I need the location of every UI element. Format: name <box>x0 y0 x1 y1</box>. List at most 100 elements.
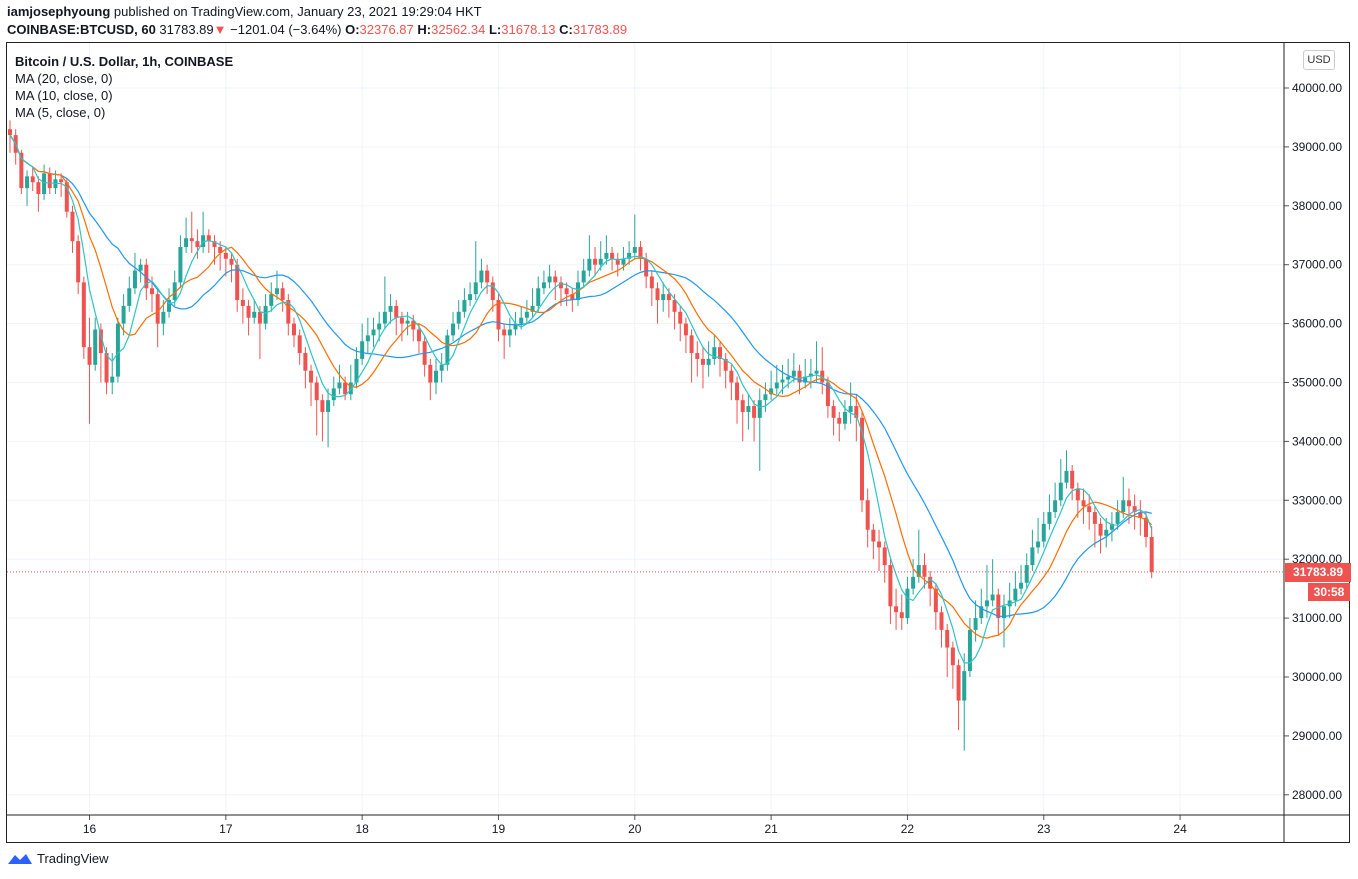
candle-body <box>627 252 632 259</box>
candle <box>825 376 830 418</box>
candle <box>774 364 779 395</box>
candle-body <box>774 382 779 389</box>
candle-body <box>1121 500 1126 513</box>
candle <box>860 411 864 513</box>
candle <box>689 329 694 383</box>
candle <box>820 347 825 395</box>
candle-body <box>127 288 132 306</box>
candle-body <box>644 258 649 277</box>
candle <box>263 294 268 330</box>
candle-body <box>519 317 524 324</box>
candle-body <box>780 379 785 383</box>
candle-body <box>700 358 705 365</box>
candle-body <box>1087 506 1092 513</box>
candle <box>76 235 81 295</box>
candle <box>1104 517 1109 548</box>
candle <box>899 594 904 630</box>
candle-body <box>115 323 120 377</box>
candle <box>479 258 484 289</box>
candle-body <box>354 358 359 383</box>
candle-body <box>1144 517 1148 538</box>
candle-body <box>343 382 348 395</box>
candle-body <box>246 305 251 318</box>
candle <box>905 576 910 624</box>
candle <box>729 364 734 401</box>
candle-body <box>314 382 319 401</box>
candle <box>360 323 365 365</box>
candle-body <box>25 176 30 189</box>
candle-body <box>1013 588 1018 601</box>
candle <box>1041 512 1046 548</box>
candle-body <box>939 612 944 630</box>
candle-body <box>848 406 853 412</box>
candle-body <box>371 329 376 336</box>
candle-body <box>661 294 666 301</box>
candle-body <box>581 270 586 283</box>
candle-body <box>678 311 683 324</box>
footer: TradingView <box>7 851 109 866</box>
candle-body <box>496 300 501 330</box>
candle-body <box>1098 523 1103 536</box>
candle <box>649 270 654 306</box>
candle <box>1030 529 1035 571</box>
candle-body <box>558 282 563 289</box>
candle <box>928 570 933 607</box>
symbol-info: COINBASE:BTCUSD, 60 31783.89▼ −1201.04 (… <box>7 22 627 37</box>
y-tick-label: 30000.00 <box>1292 670 1342 684</box>
candle-body <box>530 305 535 312</box>
triangle-down-icon: ▼ <box>213 22 227 37</box>
candle-body <box>967 629 972 672</box>
candle-body <box>36 182 41 195</box>
candle-body <box>1092 512 1097 524</box>
candle <box>888 559 893 624</box>
candle <box>1144 512 1148 548</box>
candle <box>1019 565 1024 595</box>
candle <box>110 353 115 395</box>
candle <box>195 229 200 259</box>
candle <box>848 382 853 424</box>
candle-body <box>490 282 495 301</box>
candle-body <box>434 370 438 383</box>
candle <box>292 317 296 348</box>
candle <box>877 529 882 571</box>
candle-body <box>411 320 416 330</box>
candle <box>269 282 274 312</box>
legend-ma5[interactable]: MA (5, close, 0) <box>15 105 106 120</box>
candle-body <box>683 323 688 336</box>
candle <box>70 205 75 253</box>
candle <box>451 311 456 342</box>
candle <box>831 400 836 436</box>
candle-body <box>110 376 115 383</box>
ma20-line <box>9 134 1152 617</box>
footer-brand[interactable]: TradingView <box>37 851 109 866</box>
candle <box>962 653 967 751</box>
currency-button[interactable]: USD <box>1303 50 1335 70</box>
candle-body <box>502 329 507 336</box>
candle-body <box>206 235 211 242</box>
x-tick-label: 24 <box>1173 822 1187 836</box>
legend-ma20[interactable]: MA (20, close, 0) <box>15 71 113 86</box>
candle-body <box>184 238 189 248</box>
low-label: L: <box>488 22 502 37</box>
candle-body <box>93 329 98 365</box>
candle <box>598 241 603 271</box>
legend-ma10[interactable]: MA (10, close, 0) <box>15 88 113 103</box>
candle-body <box>382 311 387 324</box>
candle-body <box>42 173 47 195</box>
candle <box>519 305 524 330</box>
candle <box>894 588 899 630</box>
candle <box>240 288 245 324</box>
candle-body <box>928 576 933 589</box>
candle-body <box>1019 582 1024 589</box>
candle <box>8 120 12 153</box>
candle <box>468 282 473 306</box>
candle <box>763 382 768 412</box>
candle-body <box>377 323 382 330</box>
candle <box>916 529 921 583</box>
candle <box>462 288 467 318</box>
candle <box>524 300 529 324</box>
candle-body <box>1126 500 1131 507</box>
candle <box>735 376 740 424</box>
candle <box>746 394 751 430</box>
